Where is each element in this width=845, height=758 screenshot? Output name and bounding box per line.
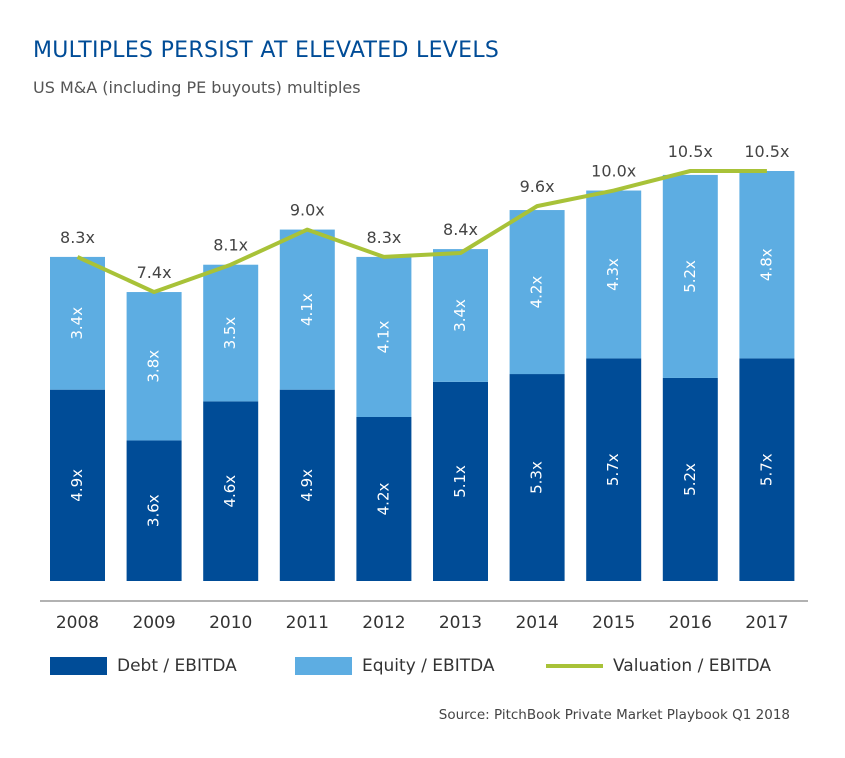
label-equity-2008: 3.4x: [68, 307, 86, 340]
label-debt-2011: 4.9x: [298, 469, 316, 502]
x-tick-2015: 2015: [592, 613, 635, 633]
legend-swatch-debt: [50, 657, 107, 675]
bar-debt-2013: [433, 381, 488, 581]
label-equity-2016: 5.2x: [681, 260, 699, 293]
label-valuation-2012: 8.3x: [366, 228, 401, 247]
bar-equity-2009: [126, 292, 182, 441]
label-valuation-2015: 10.0x: [591, 162, 636, 181]
label-equity-2010: 3.5x: [221, 317, 239, 350]
label-debt-2014: 5.3x: [528, 461, 546, 494]
valuation-line: [76, 169, 767, 295]
label-valuation-2016: 10.5x: [668, 142, 713, 161]
label-valuation-2017: 10.5x: [744, 142, 789, 161]
x-tick-2009: 2009: [132, 613, 175, 633]
bar-debt-2017: [739, 358, 795, 581]
legend-item-valuation: Valuation / EBITDA: [546, 656, 771, 676]
bar-debt-2014: [509, 374, 565, 581]
bar-debt-2010: [203, 401, 259, 581]
bar-equity-2012: [356, 256, 412, 417]
legend-swatch-valuation: [546, 664, 603, 668]
label-debt-2008: 4.9x: [68, 469, 86, 502]
label-valuation-2013: 8.4x: [443, 220, 478, 239]
source-note: Source: PitchBook Private Market Playboo…: [438, 707, 790, 723]
bar-debt-2015: [586, 358, 642, 581]
bar-debt-2009: [126, 440, 182, 581]
label-debt-2017: 5.7x: [757, 453, 775, 486]
label-equity-2014: 4.2x: [528, 276, 546, 309]
label-debt-2013: 5.1x: [451, 465, 469, 498]
label-debt-2016: 5.2x: [681, 463, 699, 496]
x-tick-2012: 2012: [362, 613, 405, 633]
chart-legend: Debt / EBITDA Equity / EBITDA Valuation …: [50, 656, 810, 680]
bar-debt-2011: [279, 389, 335, 581]
label-debt-2009: 3.6x: [145, 494, 163, 527]
bar-equity-2015: [586, 190, 642, 359]
bar-equity-2010: [203, 264, 259, 402]
chart-subtitle: US M&A (including PE buyouts) multiples: [33, 78, 361, 97]
bar-debt-2012: [356, 417, 412, 581]
label-valuation-2010: 8.1x: [213, 236, 248, 255]
label-equity-2011: 4.1x: [298, 293, 316, 326]
legend-swatch-equity: [295, 657, 352, 675]
x-tick-2010: 2010: [209, 613, 252, 633]
chart-title: MULTIPLES PERSIST AT ELEVATED LEVELS: [33, 38, 500, 63]
label-debt-2010: 4.6x: [221, 475, 239, 508]
label-equity-2013: 3.4x: [451, 299, 469, 332]
bar-equity-2008: [50, 256, 105, 390]
bar-equity-2016: [662, 174, 718, 378]
label-equity-2012: 4.1x: [374, 320, 392, 353]
label-valuation-2009: 7.4x: [137, 263, 172, 282]
x-tick-2011: 2011: [286, 613, 329, 633]
label-equity-2017: 4.8x: [757, 248, 775, 281]
bar-debt-2008: [50, 389, 105, 581]
x-tick-2014: 2014: [515, 613, 558, 633]
label-equity-2009: 3.8x: [145, 350, 163, 383]
bar-equity-2011: [279, 229, 335, 390]
label-debt-2015: 5.7x: [604, 453, 622, 486]
x-tick-2017: 2017: [745, 613, 788, 633]
legend-label-valuation: Valuation / EBITDA: [613, 656, 771, 676]
legend-label-equity: Equity / EBITDA: [362, 656, 495, 676]
bar-equity-2013: [433, 249, 488, 382]
legend-label-debt: Debt / EBITDA: [117, 656, 237, 676]
label-valuation-2011: 9.0x: [290, 201, 325, 220]
legend-item-equity: Equity / EBITDA: [295, 656, 495, 676]
bar-equity-2017: [739, 171, 795, 359]
label-equity-2015: 4.3x: [604, 258, 622, 291]
x-tick-2008: 2008: [56, 613, 99, 633]
x-tick-2013: 2013: [439, 613, 482, 633]
x-tick-2016: 2016: [669, 613, 712, 633]
legend-item-debt: Debt / EBITDA: [50, 656, 237, 676]
label-valuation-2014: 9.6x: [520, 177, 555, 196]
label-debt-2012: 4.2x: [374, 483, 392, 516]
bar-equity-2014: [509, 210, 565, 375]
bar-debt-2016: [662, 377, 718, 581]
label-valuation-2008: 8.3x: [60, 228, 95, 247]
